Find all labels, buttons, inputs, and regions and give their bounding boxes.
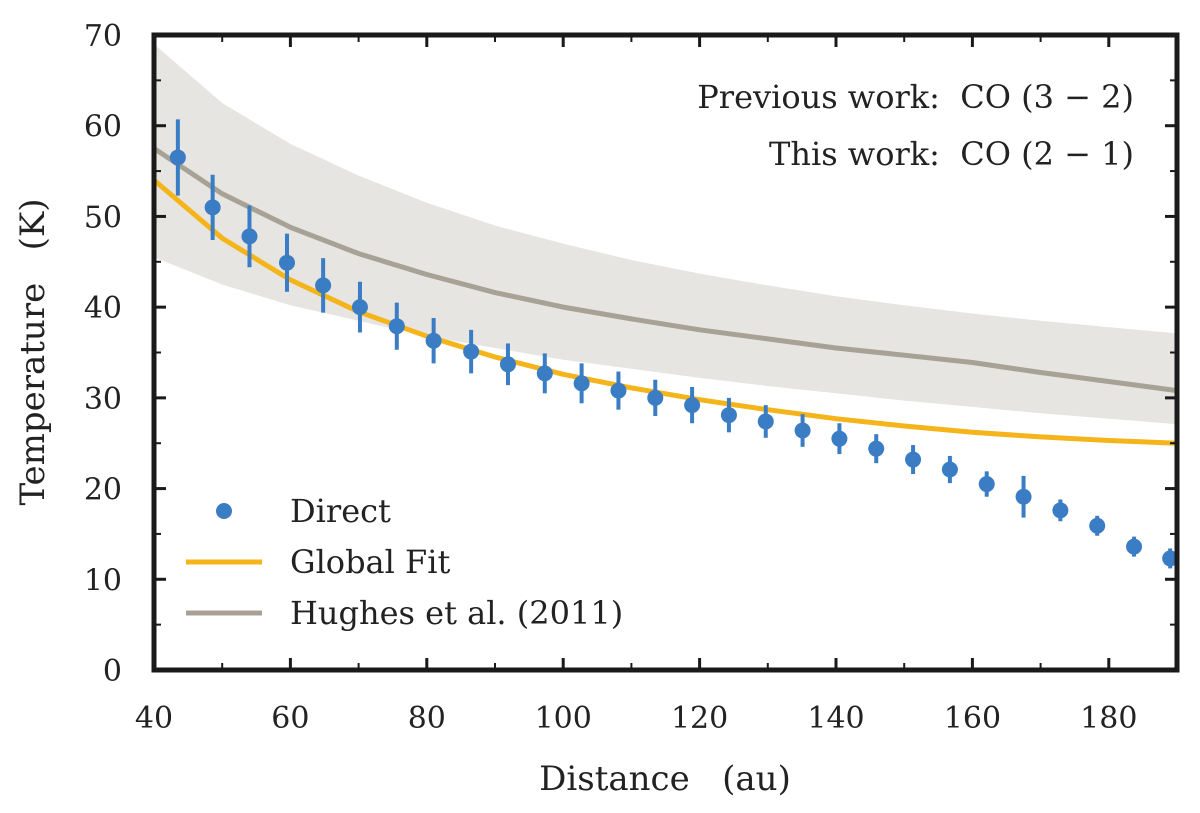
x-tick-label: 60 [271,701,309,736]
x-tick-label: 120 [671,701,728,736]
y-tick-label: 10 [84,563,122,598]
x-tick-label: 180 [1080,701,1137,736]
x-tick-label: 80 [408,701,446,736]
legend-label-hughes: Hughes et al. (2011) [290,594,623,632]
y-tick-label: 40 [84,291,122,326]
y-tick-label: 0 [103,654,122,689]
x-tick-label: 40 [135,701,173,736]
x-axis-label: Distance (au) [539,759,791,799]
legend: Direct Global Fit Hughes et al. (2011) [186,492,623,632]
y-tick-label: 30 [84,382,122,417]
direct-point [647,389,664,406]
legend-label-global-fit: Global Fit [290,543,450,581]
direct-point [536,365,553,382]
direct-point [278,254,295,271]
direct-point [241,228,258,245]
direct-point [831,430,848,447]
direct-point [610,382,627,399]
direct-point [169,149,186,166]
x-tick-label: 160 [944,701,1001,736]
direct-point [388,318,405,335]
direct-point [1015,488,1032,505]
direct-point [868,440,885,457]
direct-point [204,199,221,216]
y-tick-label: 20 [84,473,122,508]
direct-point [1052,502,1069,519]
y-tick-label: 60 [84,110,122,145]
annotation-previous-work: Previous work: CO (3 − 2) [697,78,1134,116]
direct-point [463,343,480,360]
direct-point [573,375,590,392]
direct-point [425,332,442,349]
direct-point [499,356,516,373]
direct-point [1089,517,1106,534]
direct-point [905,451,922,468]
direct-point [351,299,368,316]
y-axis-label: Temperature (K) [13,198,53,505]
direct-point [757,413,774,430]
direct-point [1162,550,1177,567]
legend-marker-direct [216,503,232,519]
direct-point [720,407,737,424]
hughes-fit-line [154,146,1177,394]
direct-point [1126,538,1143,555]
direct-point [315,277,332,294]
direct-point [684,397,701,414]
x-tick-label: 100 [535,701,592,736]
y-tick-label: 50 [84,200,122,235]
annotation-this-work: This work: CO (2 − 1) [769,135,1134,173]
y-tick-label: 70 [84,19,122,54]
legend-label-direct: Direct [290,492,391,530]
direct-point [794,422,811,439]
direct-point [941,461,958,478]
x-tick-label: 140 [807,701,864,736]
direct-point [978,476,995,493]
